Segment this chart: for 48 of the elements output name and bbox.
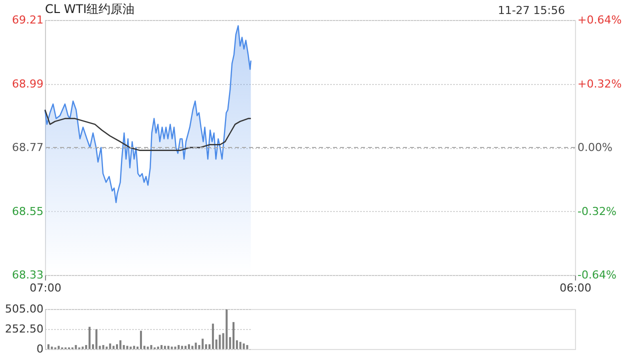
y-tick-label: 252.50 (5, 322, 44, 336)
y-tick-label: 505.00 (5, 302, 44, 316)
bar (140, 330, 142, 349)
bar (160, 345, 163, 349)
bar (109, 343, 112, 349)
text: 11-27 15:56 (498, 4, 565, 17)
x-tick-label: 07:00 (30, 282, 62, 294)
y2-tick-label: -0.64% (578, 268, 616, 282)
y2-tick-label: 0.00% (578, 141, 612, 154)
y-tick-label: 68.77 (12, 141, 44, 154)
bar (133, 346, 136, 349)
bar (226, 309, 228, 349)
y-tick-label: 68.33 (12, 268, 44, 282)
bar (164, 346, 166, 349)
bar (88, 326, 91, 349)
bar (188, 344, 190, 349)
bar (184, 346, 187, 349)
y-tick-label: 68.55 (12, 204, 44, 218)
bar (95, 329, 98, 349)
y-tick-label: 69.21 (12, 14, 44, 26)
bar (218, 334, 221, 349)
y2-tick-label: +0.64% (578, 14, 622, 26)
bar (150, 345, 152, 349)
bar (181, 346, 184, 349)
bar (242, 343, 245, 349)
y-tick-label: 0 (36, 342, 44, 356)
bar (178, 345, 180, 349)
bar (202, 338, 204, 349)
x-tick-label: 06:00 (560, 282, 592, 294)
bar (102, 345, 104, 349)
bar (167, 346, 170, 349)
bar (126, 346, 128, 349)
bar (47, 344, 50, 349)
bar (112, 346, 115, 349)
y-tick-label: 68.99 (12, 77, 44, 90)
bar (116, 344, 118, 349)
bar (74, 345, 77, 349)
bar (246, 345, 248, 349)
y2-tick-label: +0.32% (578, 77, 622, 90)
y2-tick-label: -0.32% (578, 204, 616, 218)
chart-title: CL WTI纽约原油 (45, 2, 135, 16)
bar (119, 340, 122, 349)
bar (212, 324, 214, 349)
bar (58, 346, 60, 349)
bar (239, 342, 242, 349)
bar (232, 322, 235, 349)
bar (194, 342, 197, 349)
bar (191, 346, 194, 349)
